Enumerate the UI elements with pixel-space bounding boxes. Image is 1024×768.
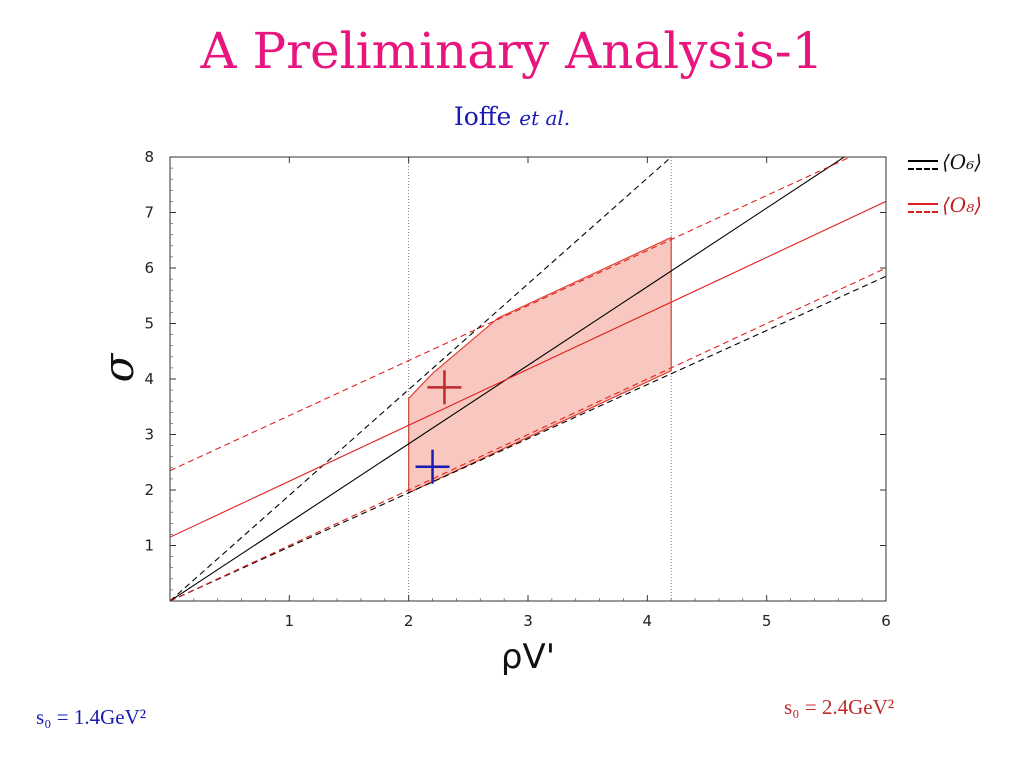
y-tick-label-1: 2	[144, 481, 154, 499]
legend-swatch-o6	[908, 157, 938, 171]
cross-marker-1	[415, 449, 450, 484]
y-tick-label-5: 6	[144, 259, 154, 277]
s0-right-annotation: s₀ = 2.4GeV²	[784, 695, 895, 719]
y-axis-label: σ	[94, 352, 143, 382]
y-tick-label-3: 4	[144, 370, 154, 388]
series-line-3	[170, 200, 886, 538]
x-tick-label-3: 4	[643, 612, 653, 630]
series-line-2	[170, 275, 886, 601]
series-line-5	[170, 267, 886, 601]
y-tick-label-7: 8	[144, 148, 154, 166]
x-tick-label-2: 3	[523, 612, 533, 630]
x-tick-label-4: 5	[762, 612, 772, 630]
legend-swatch-o8	[908, 200, 938, 214]
y-tick-label-6: 7	[144, 204, 154, 222]
legend-entry-o8: ⟨O₈⟩	[908, 193, 982, 217]
allowed-region	[408, 236, 672, 494]
y-tick-label-2: 3	[144, 426, 154, 444]
s0-left-annotation: s₀ = 1.4GeV²	[36, 705, 147, 729]
x-tick-label-0: 1	[285, 612, 295, 630]
slide-title: A Preliminary Analysis-1	[200, 22, 824, 80]
author-name: Ioffe	[453, 102, 512, 131]
legend-label-o8: ⟨O₈⟩	[942, 193, 983, 217]
x-tick-label-1: 2	[404, 612, 414, 630]
legend-entry-o6: ⟨O₆⟩	[908, 150, 982, 174]
x-axis-label: ρV'	[501, 637, 555, 677]
series-line-1	[170, 157, 672, 601]
x-tick-label-5: 6	[881, 612, 891, 630]
author-suffix: et al.	[519, 106, 571, 130]
cross-marker-0	[427, 370, 462, 405]
y-tick-label-0: 1	[144, 537, 154, 555]
slide-subtitle: Ioffe et al.	[0, 102, 1024, 131]
y-tick-label-4: 5	[144, 315, 154, 333]
series-line-4	[170, 157, 851, 472]
legend-label-o6: ⟨O₆⟩	[942, 150, 983, 174]
